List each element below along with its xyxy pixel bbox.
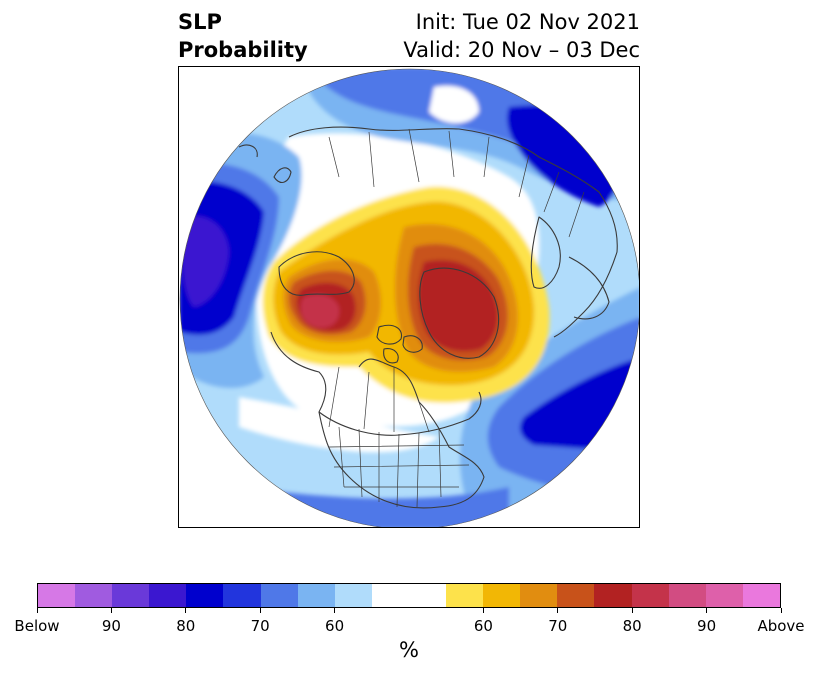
colorbar-segment [112, 584, 150, 607]
colorbar-segment [631, 584, 669, 607]
colorbar-tick [110, 608, 112, 613]
above-canada-80 [418, 260, 498, 352]
colorbar-segment [446, 584, 484, 607]
colorbar-tick [631, 608, 633, 613]
coastline-greenland [419, 267, 500, 359]
colorbar-tick-label: 90 [101, 617, 121, 635]
below-pacific-90 [182, 216, 229, 307]
map-panel [178, 66, 640, 528]
colorbar-tick [36, 608, 38, 613]
map-disk-edge [179, 68, 639, 527]
colorbar-tick [259, 608, 261, 613]
colorbar-segment [297, 584, 335, 607]
colorbar-segment [705, 584, 743, 607]
colorbar-segment [668, 584, 706, 607]
title-block-left: SLP Probability [178, 8, 308, 64]
colorbar-segment [223, 584, 261, 607]
coastline-alaska [278, 251, 355, 296]
colorbar-segment [520, 584, 558, 607]
valid-range: Valid: 20 Nov – 03 Dec [403, 38, 640, 62]
colorbar-tick-label: 60 [325, 617, 345, 635]
colorbar-tick [706, 608, 708, 613]
colorbar-tick [482, 608, 484, 613]
colorbar-tick-label: 70 [250, 617, 270, 635]
colorbar-tick-label: 80 [622, 617, 642, 635]
colorbar-segment [334, 584, 372, 607]
colorbar-segment [186, 584, 224, 607]
us-state-borders [328, 426, 470, 508]
colorbar-segment [75, 584, 113, 607]
border-canada-us [318, 391, 482, 436]
coastline-north-america [270, 331, 485, 509]
colorbar-segment [594, 584, 632, 607]
coastline-arctic-islands [376, 324, 423, 364]
canada-province-borders [328, 366, 430, 433]
colorbar-tick-label: Below [14, 617, 60, 635]
title-product: Probability [178, 38, 308, 62]
colorbar-tick-label: 60 [473, 617, 493, 635]
colorbar-segment [557, 584, 595, 607]
colorbar-tick-label: 90 [697, 617, 717, 635]
colorbar-tick-label: Above [757, 617, 805, 635]
colorbar-segment [483, 584, 521, 607]
colorbar-segment [371, 584, 409, 607]
probability-map [179, 68, 639, 527]
colorbar-segment [408, 584, 447, 607]
coastline-eurasia [288, 126, 618, 338]
title-variable: SLP [178, 10, 222, 34]
neutral-zone-south [239, 397, 439, 453]
colorbar-segment [260, 584, 298, 607]
colorbar-segment [38, 584, 76, 607]
map-outlines [238, 126, 618, 509]
neutral-zone-arctic-ocean [429, 85, 479, 124]
eurasia-borders [328, 128, 585, 238]
colorbar-segment [742, 584, 780, 607]
title-block-right: Init: Tue 02 Nov 2021 Valid: 20 Nov – 03… [403, 8, 640, 64]
colorbar-tick [780, 608, 782, 613]
coastline-east-asia [238, 144, 292, 183]
init-date: Init: Tue 02 Nov 2021 [415, 10, 640, 34]
colorbar-unit-label: % [399, 638, 419, 662]
colorbar-tick [334, 608, 336, 613]
above-alaska-85 [300, 294, 340, 328]
colorbar-tick [557, 608, 559, 613]
colorbar-tick-label: 80 [176, 617, 196, 635]
colorbar-tick-label: 70 [548, 617, 568, 635]
colorbar-segment [149, 584, 187, 607]
colorbar-tick [185, 608, 187, 613]
colorbar [37, 583, 781, 608]
coastline-europe [530, 216, 610, 320]
